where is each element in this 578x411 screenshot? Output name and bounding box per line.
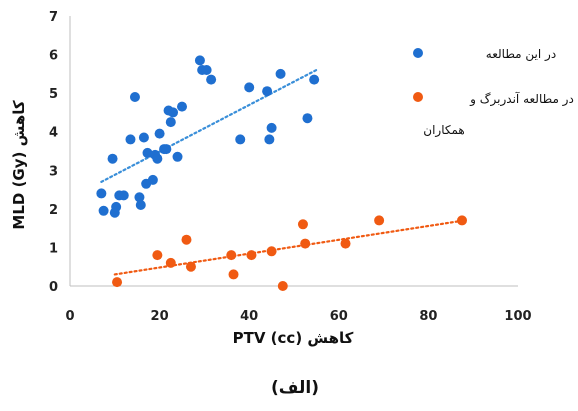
- point-series-0: [152, 153, 163, 164]
- y-tick-label: 2: [49, 203, 58, 218]
- panel-label: (الف): [271, 378, 319, 398]
- point-series-0: [168, 107, 179, 118]
- point-series-0: [206, 74, 217, 85]
- point-series-0: [264, 134, 275, 145]
- point-series-1: [277, 281, 288, 291]
- point-series-1: [152, 250, 163, 261]
- point-series-1: [185, 261, 196, 272]
- point-series-1: [374, 215, 385, 226]
- point-series-0: [154, 128, 165, 139]
- x-tick-label: 80: [419, 309, 437, 324]
- y-axis-title: کاهش MLD (Gy): [10, 100, 28, 229]
- point-series-0: [177, 101, 187, 112]
- y-tick-label: 0: [49, 280, 58, 295]
- point-series-0: [194, 55, 205, 66]
- data-points: [96, 55, 467, 291]
- point-series-0: [142, 147, 153, 158]
- point-series-1: [181, 234, 192, 245]
- y-tick-label: 4: [49, 126, 58, 141]
- point-series-1: [112, 277, 123, 288]
- point-series-0: [111, 201, 122, 212]
- point-series-0: [172, 151, 183, 162]
- point-series-0: [107, 153, 118, 164]
- point-series-0: [135, 200, 146, 210]
- trendlines: [100, 68, 466, 276]
- point-series-0: [275, 68, 286, 79]
- point-series-1: [228, 269, 239, 280]
- point-series-0: [125, 134, 136, 145]
- legend-label-andreberg-study: در مطالعه آندربرگ و: [469, 91, 574, 107]
- trendline-series-0: [100, 68, 318, 183]
- legend-label-andreberg-study-line2: همکاران: [423, 123, 465, 138]
- point-series-0: [266, 122, 277, 133]
- legend-marker-andreberg-study: [413, 92, 423, 102]
- y-tick-label: 5: [49, 87, 58, 102]
- point-series-1: [457, 215, 467, 226]
- y-tick-label: 6: [49, 49, 58, 64]
- axes: 0 1 2 3 4 5 6 7 0 20 40 60 80 100: [49, 10, 532, 324]
- x-tick-label: 40: [240, 309, 258, 324]
- legend-label-this-study: در این مطالعه: [486, 47, 556, 62]
- point-series-1: [300, 238, 311, 249]
- point-series-0: [138, 132, 149, 143]
- point-series-0: [165, 117, 176, 128]
- point-series-0: [96, 188, 107, 199]
- point-series-0: [262, 86, 273, 97]
- point-series-0: [244, 82, 255, 93]
- y-tick-label: 7: [49, 10, 58, 25]
- y-tick-label: 1: [49, 241, 58, 256]
- x-tick-label: 20: [151, 309, 169, 324]
- point-series-0: [302, 113, 313, 124]
- legend: در این مطالعه در مطالعه آندربرگ و همکارا…: [413, 47, 574, 138]
- point-series-1: [297, 219, 308, 230]
- point-series-0: [161, 144, 172, 155]
- point-series-1: [165, 257, 176, 268]
- x-tick-label: 100: [504, 309, 531, 324]
- x-tick-label: 0: [65, 309, 74, 324]
- point-series-0: [98, 205, 109, 216]
- point-series-0: [201, 65, 212, 75]
- point-series-0: [129, 92, 140, 102]
- y-tick-label: 3: [49, 164, 58, 179]
- legend-marker-this-study: [413, 48, 423, 58]
- point-series-1: [340, 238, 351, 249]
- x-axis-title: کاهش PTV (cc): [233, 329, 354, 347]
- point-series-0: [235, 134, 246, 145]
- point-series-0: [134, 192, 145, 203]
- x-tick-label: 60: [330, 309, 348, 324]
- point-series-1: [226, 250, 237, 261]
- point-series-1: [246, 250, 257, 261]
- point-series-0: [309, 74, 320, 85]
- point-series-1: [266, 246, 277, 257]
- point-series-0: [147, 174, 158, 185]
- point-series-0: [118, 190, 129, 201]
